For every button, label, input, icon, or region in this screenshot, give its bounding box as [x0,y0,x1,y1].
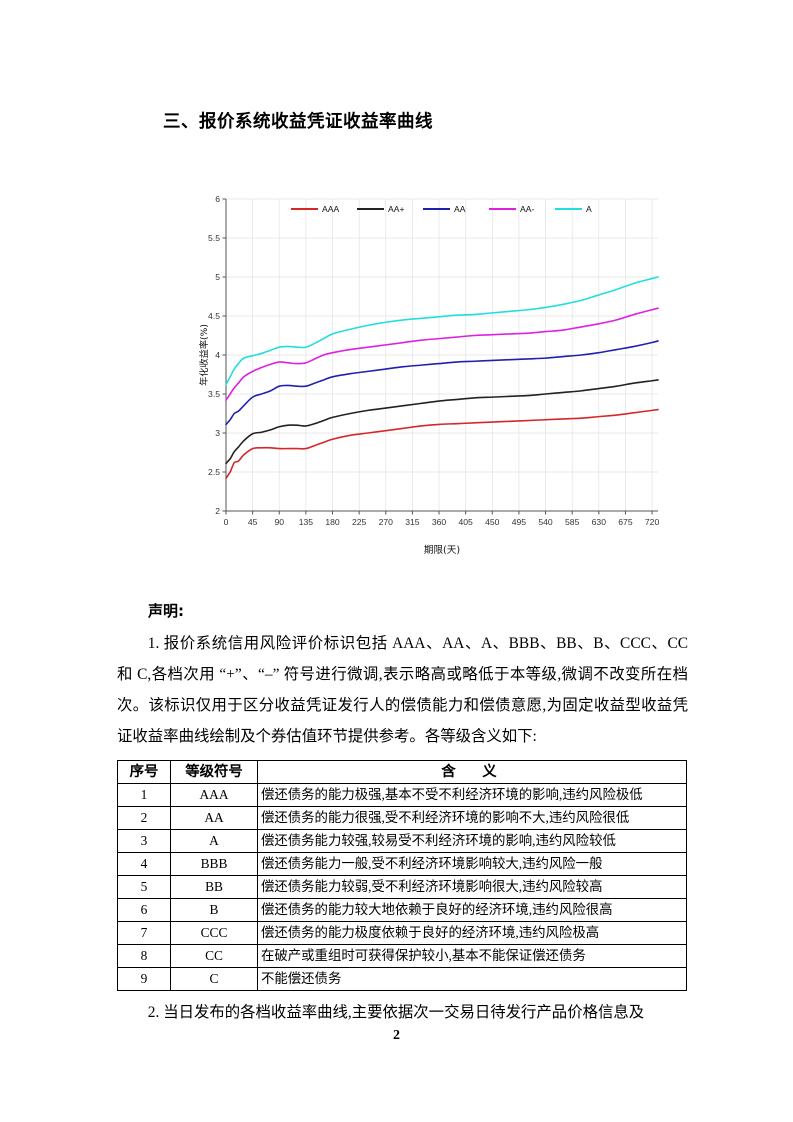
x-tick-label: 180 [325,517,340,527]
legend-label-aa: AA [454,204,466,214]
cell-rating-symbol: BBB [170,852,258,876]
table-header-row: 序号 等级符号 含 义 [117,760,687,784]
x-tick-label: 630 [592,517,607,527]
cell-serial-number: 2 [117,806,171,830]
y-tick-label: 6 [215,194,220,204]
y-tick-label: 5 [215,272,220,282]
x-axis-title: 期限(天) [424,545,460,556]
cell-serial-number: 3 [117,829,171,853]
yield-curve-svg: 0 45 90 135 180 225 270 315 360 405 450 495 540 585 63… [198,194,660,556]
table-row: 5 BB 偿还债务能力较弱,受不利经济环境影响很大,违约风险较高 [117,875,687,899]
series-line-aa [225,340,659,426]
x-tick-label: 675 [618,517,633,527]
x-tick-label: 450 [485,517,500,527]
table-row: 3 A 偿还债务能力较强,较易受不利经济环境的影响,违约风险较低 [117,829,687,853]
cell-serial-number: 4 [117,852,171,876]
table-row: 6 B 偿还债务的能力较大地依赖于良好的经济环境,违约风险很高 [117,898,687,922]
table-row: 9 C 不能偿还债务 [117,967,687,991]
y-tick-label: 3.5 [208,389,220,399]
cell-rating-symbol: CCC [170,921,258,945]
cell-serial-number: 6 [117,898,171,922]
legend-label-a: A [586,204,592,214]
x-tick-label: 540 [538,517,553,527]
y-tick-label: 3 [215,428,220,438]
cell-serial-number: 9 [117,967,171,991]
y-tick-label: 2 [215,506,220,516]
cell-meaning: 偿还债务能力一般,受不利经济环境影响较大,违约风险一般 [257,852,687,876]
cell-rating-symbol: A [170,829,258,853]
cell-meaning: 偿还债务的能力很强,受不利经济环境的影响不大,违约风险很低 [257,806,687,830]
cell-meaning: 不能偿还债务 [257,967,687,991]
th-serial-number: 序号 [117,760,171,784]
y-tick-label: 4 [215,350,220,360]
cell-rating-symbol: C [170,967,258,991]
series-line-aa [225,379,659,465]
table-row: 8 CC 在破产或重组时可获得保护较小,基本不能保证偿还债务 [117,944,687,968]
table-row: 7 CCC 偿还债务的能力极度依赖于良好的经济环境,违约风险极高 [117,921,687,945]
page-number: 2 [393,1028,400,1043]
x-tick-label: 315 [405,517,420,527]
cell-meaning: 偿还债务的能力极强,基本不受不利经济环境的影响,违约风险极低 [257,783,687,807]
x-tick-label: 495 [512,517,527,527]
cell-meaning: 在破产或重组时可获得保护较小,基本不能保证偿还债务 [257,944,687,968]
y-axis-title: 年化收益率(%) [198,324,210,386]
y-tick-label: 4.5 [208,311,220,321]
rating-definition-table: 序号 等级符号 含 义 1 AAA 偿还债务的能力极强,基本不受不利经济环境的影响,… [117,760,687,991]
legend-label-aa: AA- [520,204,534,214]
table-row: 2 AA 偿还债务的能力很强,受不利经济环境的影响不大,违约风险很低 [117,806,687,830]
cell-meaning: 偿还债务的能力较大地依赖于良好的经济环境,违约风险很高 [257,898,687,922]
yield-curve-chart: 0 45 90 135 180 225 270 315 360 405 450 495 540 585 63… [196,188,676,560]
series-line-a [225,276,659,386]
table-row: 1 AAA 偿还债务的能力极强,基本不受不利经济环境的影响,违约风险极低 [117,783,687,807]
y-tick-label: 5.5 [208,233,220,243]
x-tick-label: 45 [248,517,258,527]
y-tick-label: 2.5 [208,467,220,477]
cell-serial-number: 8 [117,944,171,968]
declaration-paragraph-2: 2. 当日发布的各档收益率曲线,主要依据次一交易日待发行产品价格信息及 [147,1004,645,1021]
series-line-aa [225,307,659,402]
x-tick-label: 585 [565,517,580,527]
cell-rating-symbol: BB [170,875,258,899]
x-tick-label: 405 [458,517,473,527]
cell-serial-number: 1 [117,783,171,807]
x-tick-label: 135 [299,517,314,527]
cell-serial-number: 5 [117,875,171,899]
x-tick-label: 90 [274,517,284,527]
declaration-title: 声明: [148,602,184,620]
x-tick-label: 720 [645,517,660,527]
cell-meaning: 偿还债务能力较强,较易受不利经济环境的影响,违约风险较低 [257,829,687,853]
series-line-aaa [225,408,659,480]
cell-meaning: 偿还债务的能力极度依赖于良好的经济环境,违约风险极高 [257,921,687,945]
page-title: 三、报价系统收益凭证收益率曲线 [163,112,433,132]
cell-rating-symbol: CC [170,944,258,968]
cell-rating-symbol: AAA [170,783,258,807]
x-tick-label: 0 [224,517,229,527]
cell-meaning: 偿还债务能力较弱,受不利经济环境影响很大,违约风险较高 [257,875,687,899]
table-row: 4 BBB 偿还债务能力一般,受不利经济环境影响较大,违约风险一般 [117,852,687,876]
declaration-paragraph-1: 1. 报价系统信用风险评价标识包括 AAA、AA、A、BBB、BB、B、CCC、… [117,635,688,745]
legend-label-aa: AA+ [388,204,404,214]
cell-rating-symbol: B [170,898,258,922]
x-tick-label: 360 [432,517,447,527]
th-rating-symbol: 等级符号 [170,760,258,784]
th-meaning: 含 义 [257,760,687,784]
cell-serial-number: 7 [117,921,171,945]
x-tick-label: 225 [352,517,367,527]
x-tick-label: 270 [379,517,394,527]
cell-rating-symbol: AA [170,806,258,830]
legend-label-aaa: AAA [322,204,339,214]
